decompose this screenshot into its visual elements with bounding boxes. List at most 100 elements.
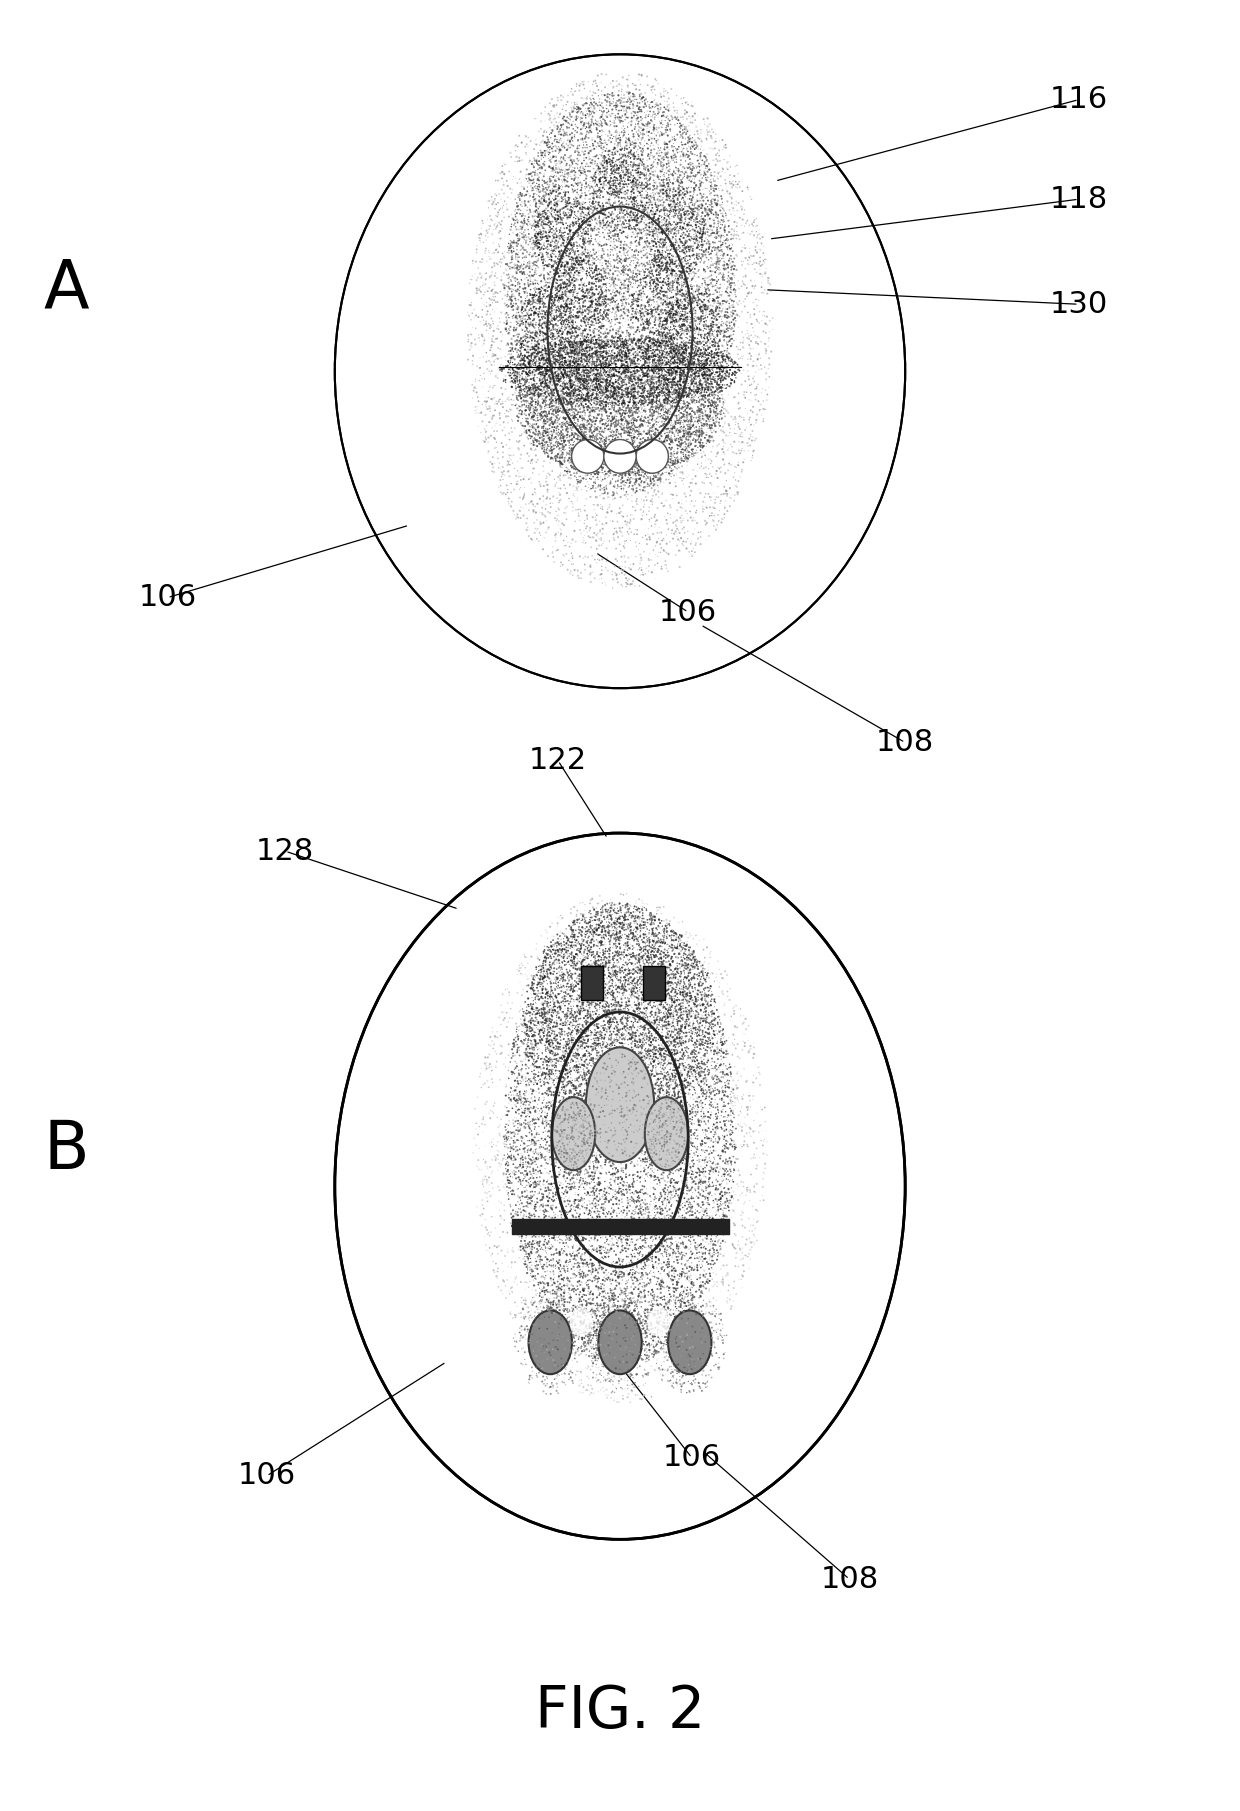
Point — [567, 330, 587, 359]
Point — [620, 1021, 640, 1050]
Point — [639, 514, 658, 543]
Point — [599, 920, 619, 949]
Point — [627, 377, 647, 406]
Point — [553, 1114, 573, 1143]
Point — [689, 373, 709, 402]
Point — [615, 1324, 635, 1353]
Point — [611, 426, 631, 455]
Point — [534, 328, 554, 357]
Point — [520, 168, 539, 197]
Point — [671, 1308, 691, 1337]
Point — [574, 395, 594, 424]
Point — [557, 938, 577, 967]
Point — [627, 373, 647, 402]
Point — [706, 235, 725, 264]
Point — [620, 382, 640, 411]
Point — [749, 324, 769, 353]
Point — [600, 438, 620, 467]
Point — [637, 369, 657, 398]
Point — [611, 922, 631, 951]
Point — [692, 292, 712, 321]
Point — [584, 388, 604, 417]
Point — [564, 177, 584, 206]
Point — [532, 299, 552, 328]
Point — [689, 1302, 709, 1331]
Point — [568, 947, 588, 976]
Point — [520, 348, 539, 377]
Point — [591, 1034, 611, 1063]
Point — [642, 393, 662, 422]
Point — [596, 353, 616, 382]
Point — [704, 342, 724, 371]
Point — [703, 192, 723, 221]
Point — [609, 1041, 629, 1070]
Point — [614, 1155, 634, 1184]
Point — [608, 507, 627, 536]
Point — [591, 76, 611, 105]
Point — [610, 109, 630, 138]
Point — [650, 391, 670, 420]
Point — [522, 388, 542, 417]
Point — [559, 308, 579, 337]
Point — [678, 328, 698, 357]
Point — [587, 226, 606, 255]
Point — [626, 541, 646, 570]
Point — [627, 1208, 647, 1237]
Point — [610, 1085, 630, 1114]
Point — [560, 342, 580, 371]
Point — [484, 328, 503, 357]
Point — [653, 1313, 673, 1342]
Point — [552, 310, 572, 339]
Point — [670, 1224, 689, 1253]
Point — [497, 1139, 517, 1168]
Point — [591, 404, 611, 433]
Point — [720, 364, 740, 393]
Point — [667, 234, 687, 263]
Point — [557, 1050, 577, 1079]
Point — [670, 417, 689, 446]
Point — [534, 264, 554, 293]
Point — [652, 212, 672, 241]
Point — [627, 1110, 647, 1139]
Point — [591, 1293, 611, 1322]
Point — [562, 98, 582, 127]
Point — [560, 1000, 580, 1029]
Point — [658, 266, 678, 295]
Point — [703, 371, 723, 400]
Point — [663, 333, 683, 362]
Point — [759, 266, 779, 295]
Point — [649, 906, 668, 934]
Point — [526, 210, 546, 239]
Point — [620, 1141, 640, 1170]
Point — [522, 967, 542, 996]
Point — [587, 906, 606, 934]
Point — [585, 65, 605, 94]
Point — [694, 203, 714, 232]
Point — [599, 333, 619, 362]
Point — [553, 355, 573, 384]
Point — [608, 1155, 627, 1184]
Point — [606, 1231, 626, 1260]
Point — [642, 404, 662, 433]
Point — [651, 1284, 671, 1313]
Point — [644, 1210, 663, 1239]
Point — [548, 924, 568, 953]
Point — [634, 933, 653, 962]
Point — [537, 311, 557, 340]
Point — [609, 308, 629, 337]
Point — [704, 339, 724, 368]
Point — [537, 210, 557, 239]
Point — [513, 310, 533, 339]
Point — [557, 359, 577, 388]
Point — [735, 1188, 755, 1217]
Point — [645, 1197, 665, 1226]
Point — [636, 252, 656, 281]
Point — [697, 1222, 717, 1251]
Point — [663, 136, 683, 165]
Point — [573, 197, 593, 226]
Point — [658, 368, 678, 397]
Point — [610, 174, 630, 203]
Point — [642, 255, 662, 284]
Point — [639, 938, 658, 967]
Point — [692, 181, 712, 210]
